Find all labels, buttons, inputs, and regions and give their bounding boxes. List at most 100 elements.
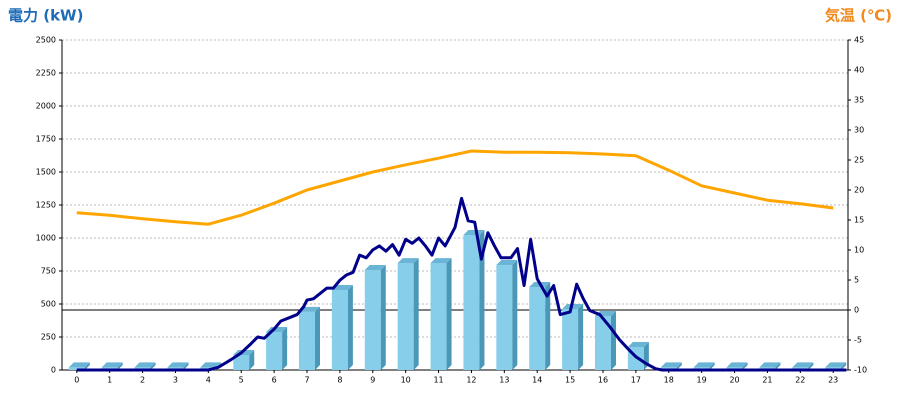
x-tick-label: 20 — [729, 376, 739, 385]
bar — [594, 316, 611, 370]
y-tick-label: 2250 — [36, 69, 56, 78]
bar-top — [792, 362, 814, 368]
bar — [430, 263, 447, 370]
x-tick-label: 8 — [337, 376, 342, 385]
y2-tick-label: -10 — [854, 366, 867, 375]
x-tick-label: 1 — [107, 376, 112, 385]
y2-tick-label: 10 — [854, 246, 864, 255]
bar-top — [693, 362, 715, 368]
x-tick-label: 7 — [304, 376, 309, 385]
bar-side — [150, 362, 156, 370]
bar-top — [68, 362, 90, 368]
bar-top — [101, 362, 123, 368]
bar-side — [512, 260, 518, 370]
y2-tick-label: 40 — [854, 66, 864, 75]
bar-side — [610, 311, 616, 370]
x-tick-label: 16 — [598, 376, 608, 385]
y-tick-label: 1750 — [36, 135, 56, 144]
x-tick-label: 0 — [74, 376, 79, 385]
x-tick-label: 11 — [433, 376, 443, 385]
bar-side — [347, 285, 353, 370]
x-tick-label: 4 — [206, 376, 211, 385]
y2-tick-label: -5 — [854, 336, 862, 345]
y2-tick-label: 15 — [854, 216, 864, 225]
line — [76, 149, 834, 226]
bar — [299, 311, 316, 370]
bar — [266, 331, 283, 370]
x-tick-label: 21 — [762, 376, 772, 385]
y-axis-title: 電力 (kW) — [8, 7, 83, 25]
bar-side — [315, 306, 321, 370]
bar — [463, 234, 480, 370]
bar-side — [808, 362, 814, 370]
x-tick-label: 5 — [239, 376, 244, 385]
bar-side — [676, 362, 682, 370]
y-tick-label: 750 — [41, 267, 56, 276]
x-tick-label: 15 — [565, 376, 575, 385]
y-tick-label: 250 — [41, 333, 56, 342]
y-tick-label: 2500 — [36, 36, 56, 45]
bar-side — [545, 281, 551, 370]
bar — [562, 309, 579, 370]
bar-top — [627, 342, 649, 348]
y2-tick-label: 5 — [854, 276, 859, 285]
bar-top — [397, 258, 419, 264]
bar-side — [282, 326, 288, 370]
y-tick-label: 0 — [51, 366, 56, 375]
y2-tick-label: 35 — [854, 96, 864, 105]
bar — [233, 354, 250, 370]
y-tick-label: 2000 — [36, 102, 56, 111]
bar — [529, 286, 546, 370]
bar-side — [479, 229, 485, 370]
bar-side — [249, 349, 255, 370]
x-tick-label: 12 — [466, 376, 476, 385]
bar-top — [759, 362, 781, 368]
bar-top — [463, 229, 485, 235]
bar-side — [841, 362, 847, 370]
x-tick-label: 9 — [370, 376, 375, 385]
bar — [397, 263, 414, 370]
y-tick-label: 1000 — [36, 234, 56, 243]
bar — [496, 265, 513, 370]
x-tick-label: 13 — [499, 376, 509, 385]
bar-top — [660, 362, 682, 368]
bar-top — [331, 285, 353, 291]
x-tick-label: 10 — [401, 376, 411, 385]
x-tick-label: 2 — [140, 376, 145, 385]
bar-top — [726, 362, 748, 368]
bar-top — [134, 362, 156, 368]
x-tick-label: 14 — [532, 376, 542, 385]
x-tick-label: 3 — [173, 376, 178, 385]
bar-top — [167, 362, 189, 368]
bar-side — [446, 258, 452, 370]
x-tick-label: 19 — [697, 376, 707, 385]
x-tick-label: 18 — [664, 376, 674, 385]
bar-top — [825, 362, 847, 368]
bar-side — [413, 258, 419, 370]
bar-side — [117, 362, 123, 370]
x-tick-label: 6 — [272, 376, 277, 385]
x-tick-label: 23 — [828, 376, 838, 385]
bar-side — [380, 264, 386, 370]
bar-top — [364, 264, 386, 270]
y2-tick-label: 30 — [854, 126, 864, 135]
x-tick-label: 22 — [795, 376, 805, 385]
y2-tick-label: 25 — [854, 156, 864, 165]
y-tick-label: 1250 — [36, 201, 56, 210]
x-tick-label: 17 — [631, 376, 641, 385]
y2-tick-label: 20 — [854, 186, 864, 195]
bar-top — [200, 362, 222, 368]
bar-top — [430, 258, 452, 264]
y-tick-label: 500 — [41, 300, 56, 309]
bar-side — [709, 362, 715, 370]
bar-side — [84, 362, 90, 370]
bar-side — [183, 362, 189, 370]
bar — [331, 290, 348, 370]
bar-side — [775, 362, 781, 370]
bar-side — [578, 304, 584, 370]
line — [76, 196, 847, 372]
y2-axis-title: 気温 (℃) — [825, 7, 892, 25]
y-tick-label: 1500 — [36, 168, 56, 177]
bar-top — [496, 260, 518, 266]
